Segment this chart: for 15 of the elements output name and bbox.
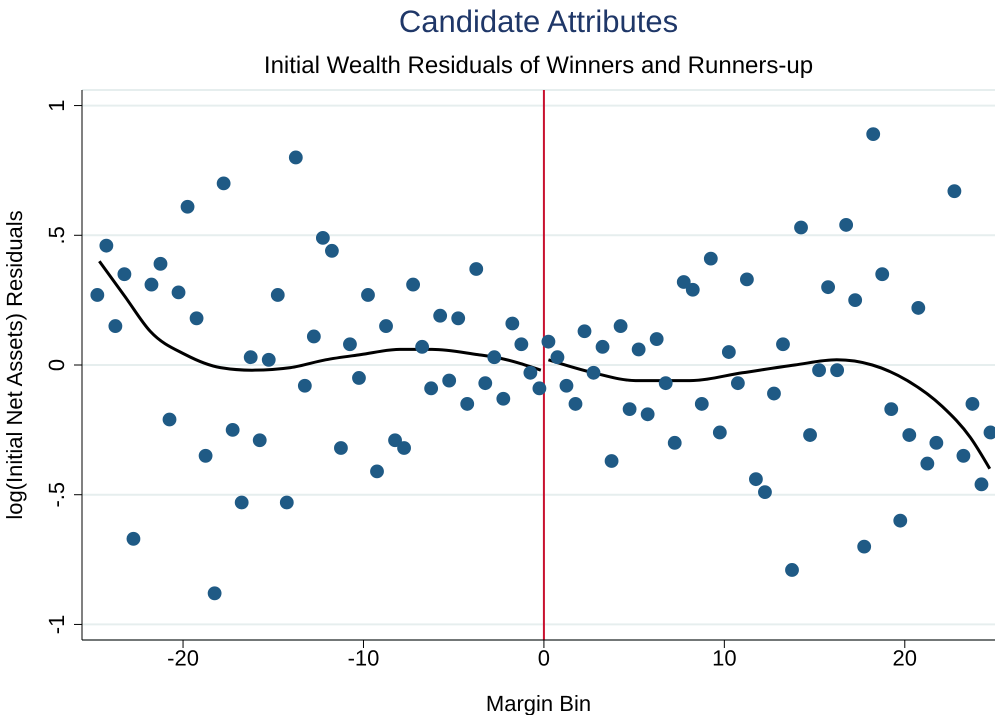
y-axis-title: log(Initial Net Assets) Residuals <box>2 210 27 520</box>
y-tick-label: -.5 <box>44 482 69 508</box>
x-tick-label: 10 <box>712 646 737 671</box>
chart-subtitle: Initial Wealth Residuals of Winners and Runners-up <box>262 52 814 80</box>
y-tick-label: .5 <box>44 226 69 244</box>
line-series <box>546 358 992 470</box>
x-tick-label: 20 <box>892 646 918 671</box>
x-tick-label: 0 <box>538 646 550 671</box>
line-series <box>98 260 542 372</box>
y-tick-label: -1 <box>44 614 69 634</box>
chart-title: Candidate Attributes <box>398 4 680 40</box>
x-tick-label: -10 <box>348 646 380 671</box>
y-tick-label: 1 <box>44 99 69 112</box>
y-tick-label: 0 <box>44 358 69 372</box>
x-tick-label: -20 <box>167 646 199 671</box>
